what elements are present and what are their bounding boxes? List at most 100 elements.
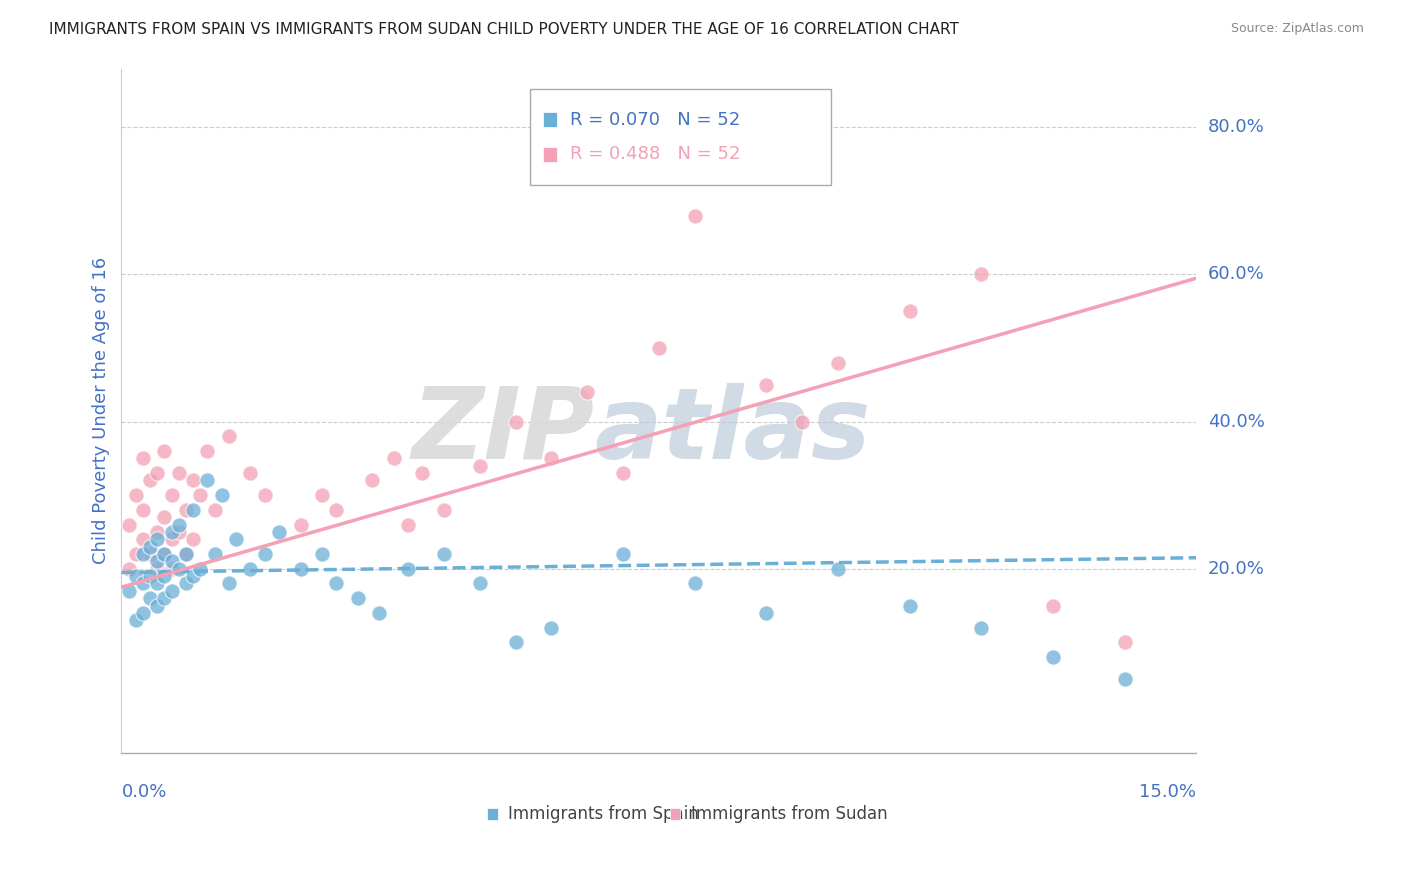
Point — [648, 341, 671, 355]
Point — [540, 451, 562, 466]
Point — [167, 517, 190, 532]
Point — [160, 488, 183, 502]
Point — [827, 562, 849, 576]
Point — [181, 533, 204, 547]
Point — [269, 524, 291, 539]
Point — [505, 635, 527, 649]
Point — [411, 466, 433, 480]
Point — [1042, 599, 1064, 613]
Point — [576, 385, 599, 400]
Point — [361, 474, 384, 488]
Point — [160, 583, 183, 598]
Point — [755, 377, 778, 392]
Point — [218, 429, 240, 443]
Point — [132, 576, 155, 591]
Point — [188, 488, 211, 502]
Point — [683, 576, 706, 591]
Point — [188, 562, 211, 576]
Point — [174, 576, 197, 591]
Point — [382, 451, 405, 466]
Point — [433, 547, 456, 561]
Point — [792, 415, 814, 429]
Point — [204, 547, 226, 561]
Point — [1114, 635, 1136, 649]
Point — [181, 503, 204, 517]
Point — [160, 562, 183, 576]
Point — [1042, 650, 1064, 665]
Point — [347, 591, 370, 606]
Point — [468, 458, 491, 473]
Point — [612, 466, 634, 480]
Point — [181, 474, 204, 488]
Point — [396, 517, 419, 532]
Point — [167, 562, 190, 576]
Point — [139, 540, 162, 554]
Point — [505, 415, 527, 429]
Bar — [486, 808, 498, 821]
Point — [174, 503, 197, 517]
Point — [160, 554, 183, 568]
Point — [153, 510, 176, 524]
Point — [139, 547, 162, 561]
Point — [311, 547, 333, 561]
Point — [146, 554, 169, 568]
Point — [146, 599, 169, 613]
Text: atlas: atlas — [595, 383, 870, 480]
Bar — [669, 808, 681, 821]
Bar — [543, 146, 557, 161]
Point — [125, 569, 148, 583]
Point — [153, 591, 176, 606]
Point — [167, 466, 190, 480]
Point — [898, 304, 921, 318]
Point — [160, 533, 183, 547]
Point — [139, 569, 162, 583]
Text: 20.0%: 20.0% — [1208, 560, 1264, 578]
Point — [368, 606, 391, 620]
Point — [117, 583, 139, 598]
Point — [153, 547, 176, 561]
Point — [153, 444, 176, 458]
Point — [253, 547, 276, 561]
Text: R = 0.488   N = 52: R = 0.488 N = 52 — [569, 145, 741, 163]
Point — [225, 533, 247, 547]
Point — [181, 569, 204, 583]
Point — [139, 474, 162, 488]
Y-axis label: Child Poverty Under the Age of 16: Child Poverty Under the Age of 16 — [93, 257, 110, 564]
Point — [197, 474, 219, 488]
Point — [211, 488, 233, 502]
Point — [612, 547, 634, 561]
Point — [174, 547, 197, 561]
Point — [1114, 672, 1136, 686]
Point — [160, 524, 183, 539]
Point — [683, 209, 706, 223]
Point — [218, 576, 240, 591]
Point — [755, 606, 778, 620]
Point — [125, 613, 148, 627]
Bar — [543, 112, 557, 128]
Point — [117, 562, 139, 576]
Text: Source: ZipAtlas.com: Source: ZipAtlas.com — [1230, 22, 1364, 36]
Point — [146, 576, 169, 591]
Point — [125, 488, 148, 502]
Text: ZIP: ZIP — [412, 383, 595, 480]
Point — [132, 547, 155, 561]
Point — [325, 503, 347, 517]
Text: Immigrants from Spain: Immigrants from Spain — [509, 805, 699, 823]
Point — [132, 533, 155, 547]
Point — [117, 517, 139, 532]
Point — [290, 517, 312, 532]
Text: 0.0%: 0.0% — [121, 783, 167, 801]
Point — [146, 533, 169, 547]
Point — [204, 503, 226, 517]
Point — [325, 576, 347, 591]
Point — [132, 606, 155, 620]
Point — [197, 444, 219, 458]
Point — [153, 547, 176, 561]
Point — [153, 569, 176, 583]
Point — [540, 621, 562, 635]
Point — [970, 268, 993, 282]
Point — [253, 488, 276, 502]
Point — [433, 503, 456, 517]
Text: 80.0%: 80.0% — [1208, 119, 1264, 136]
Point — [898, 599, 921, 613]
